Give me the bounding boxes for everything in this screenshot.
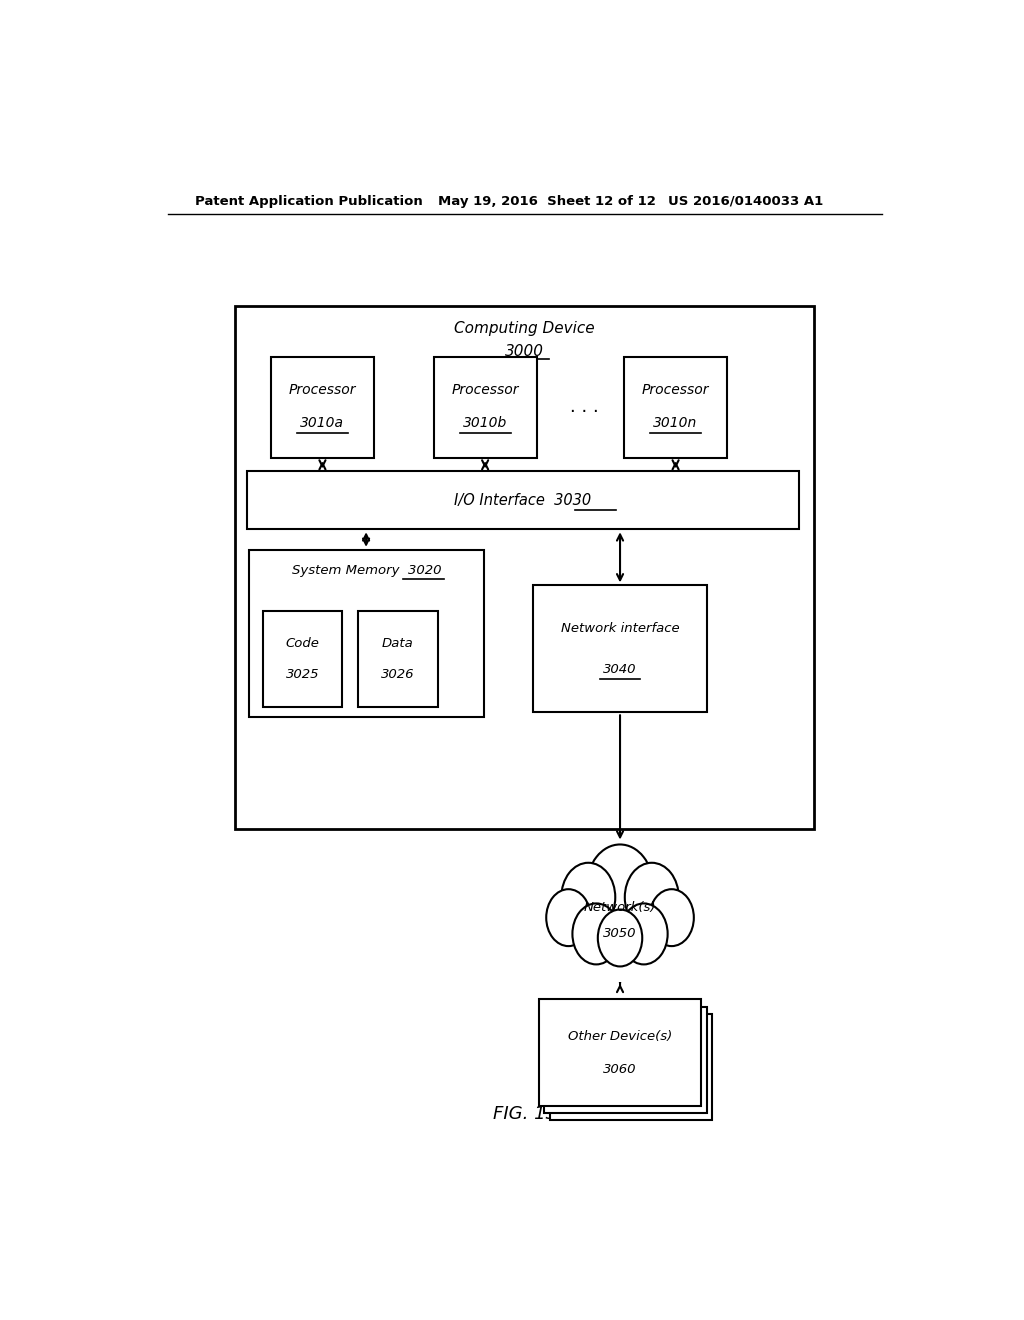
FancyBboxPatch shape — [358, 611, 437, 708]
Text: 3000: 3000 — [505, 345, 545, 359]
FancyBboxPatch shape — [263, 611, 342, 708]
Text: Processor: Processor — [289, 383, 356, 397]
Text: I/O Interface  3030: I/O Interface 3030 — [455, 492, 592, 508]
Text: Network interface: Network interface — [561, 622, 679, 635]
Text: System Memory  3020: System Memory 3020 — [292, 564, 441, 577]
Text: Processor: Processor — [452, 383, 519, 397]
Text: Network(s): Network(s) — [584, 902, 656, 913]
Circle shape — [561, 863, 615, 932]
Text: 3025: 3025 — [286, 668, 319, 681]
FancyBboxPatch shape — [544, 1007, 707, 1113]
FancyBboxPatch shape — [539, 999, 701, 1106]
FancyBboxPatch shape — [550, 1014, 713, 1121]
Text: 3040: 3040 — [603, 663, 637, 676]
Text: Data: Data — [382, 638, 414, 651]
Circle shape — [649, 890, 694, 946]
FancyBboxPatch shape — [236, 306, 814, 829]
FancyBboxPatch shape — [624, 356, 727, 458]
Circle shape — [625, 863, 679, 932]
Text: Other Device(s): Other Device(s) — [568, 1030, 672, 1043]
Circle shape — [621, 903, 668, 965]
FancyBboxPatch shape — [532, 585, 708, 713]
Text: FIG. 13: FIG. 13 — [493, 1105, 557, 1123]
Circle shape — [572, 903, 620, 965]
Text: 3010b: 3010b — [463, 416, 507, 430]
Text: 3026: 3026 — [381, 668, 415, 681]
Circle shape — [598, 909, 642, 966]
Text: 3010n: 3010n — [653, 416, 697, 430]
Text: Code: Code — [286, 638, 319, 651]
Text: Computing Device: Computing Device — [455, 321, 595, 335]
FancyBboxPatch shape — [250, 549, 483, 718]
FancyBboxPatch shape — [247, 471, 799, 529]
Text: . . .: . . . — [570, 399, 599, 416]
Text: US 2016/0140033 A1: US 2016/0140033 A1 — [668, 194, 823, 207]
Circle shape — [546, 890, 591, 946]
Text: 3010a: 3010a — [300, 416, 344, 430]
FancyBboxPatch shape — [270, 356, 374, 458]
Text: Patent Application Publication: Patent Application Publication — [196, 194, 423, 207]
Text: 3060: 3060 — [603, 1063, 637, 1076]
Text: 3050: 3050 — [603, 928, 637, 940]
Text: May 19, 2016  Sheet 12 of 12: May 19, 2016 Sheet 12 of 12 — [437, 194, 655, 207]
FancyBboxPatch shape — [433, 356, 537, 458]
Circle shape — [587, 845, 653, 929]
FancyBboxPatch shape — [532, 859, 708, 982]
Text: Processor: Processor — [642, 383, 710, 397]
